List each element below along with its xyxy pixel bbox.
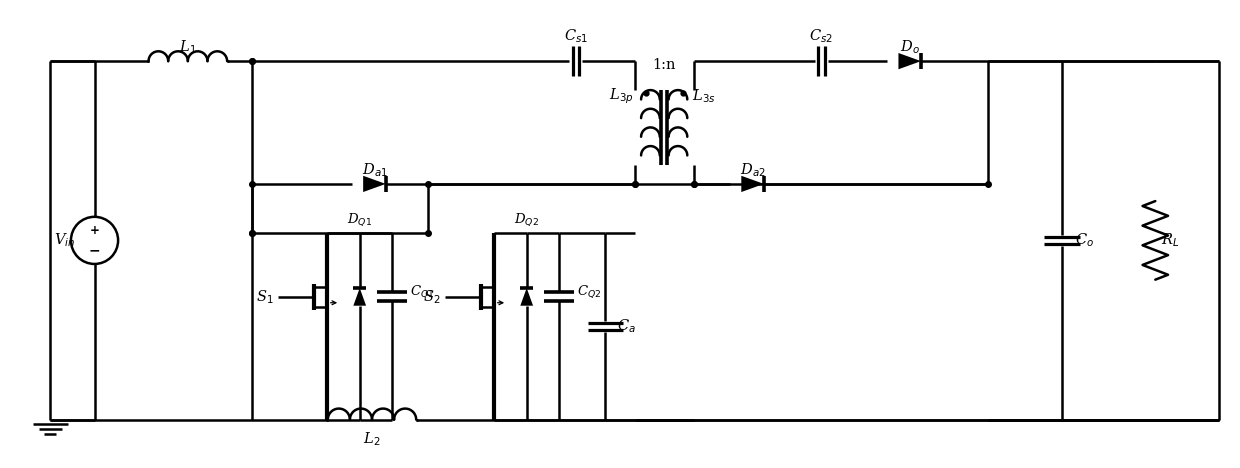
Text: C$_o$: C$_o$ bbox=[1075, 232, 1094, 249]
Text: V$_{in}$: V$_{in}$ bbox=[55, 232, 76, 249]
Polygon shape bbox=[521, 288, 533, 306]
Text: C$_{s2}$: C$_{s2}$ bbox=[810, 28, 833, 45]
Text: −: − bbox=[89, 243, 100, 257]
Text: C$_{s1}$: C$_{s1}$ bbox=[564, 28, 588, 45]
Text: D$_{a1}$: D$_{a1}$ bbox=[362, 161, 387, 179]
Text: S$_2$: S$_2$ bbox=[423, 288, 440, 306]
Text: C$_a$: C$_a$ bbox=[618, 317, 636, 335]
Text: D$_{Q1}$: D$_{Q1}$ bbox=[347, 212, 372, 228]
Text: D$_{a2}$: D$_{a2}$ bbox=[740, 161, 765, 179]
Polygon shape bbox=[353, 288, 366, 306]
Polygon shape bbox=[899, 53, 921, 69]
Text: L$_2$: L$_2$ bbox=[363, 431, 381, 448]
Polygon shape bbox=[742, 176, 764, 192]
Text: 1:n: 1:n bbox=[652, 58, 676, 73]
Text: D$_{Q2}$: D$_{Q2}$ bbox=[515, 212, 539, 228]
Text: C$_{Q1}$: C$_{Q1}$ bbox=[409, 284, 434, 300]
Polygon shape bbox=[363, 176, 386, 192]
Text: D$_o$: D$_o$ bbox=[900, 38, 920, 56]
Text: L$_{3p}$: L$_{3p}$ bbox=[609, 86, 634, 105]
Text: L$_{3s}$: L$_{3s}$ bbox=[692, 87, 715, 104]
Text: R$_L$: R$_L$ bbox=[1161, 232, 1179, 249]
Text: C$_{Q2}$: C$_{Q2}$ bbox=[577, 284, 601, 300]
Text: L$_1$: L$_1$ bbox=[179, 38, 197, 56]
Text: S$_1$: S$_1$ bbox=[255, 288, 273, 306]
Text: +: + bbox=[89, 224, 99, 237]
